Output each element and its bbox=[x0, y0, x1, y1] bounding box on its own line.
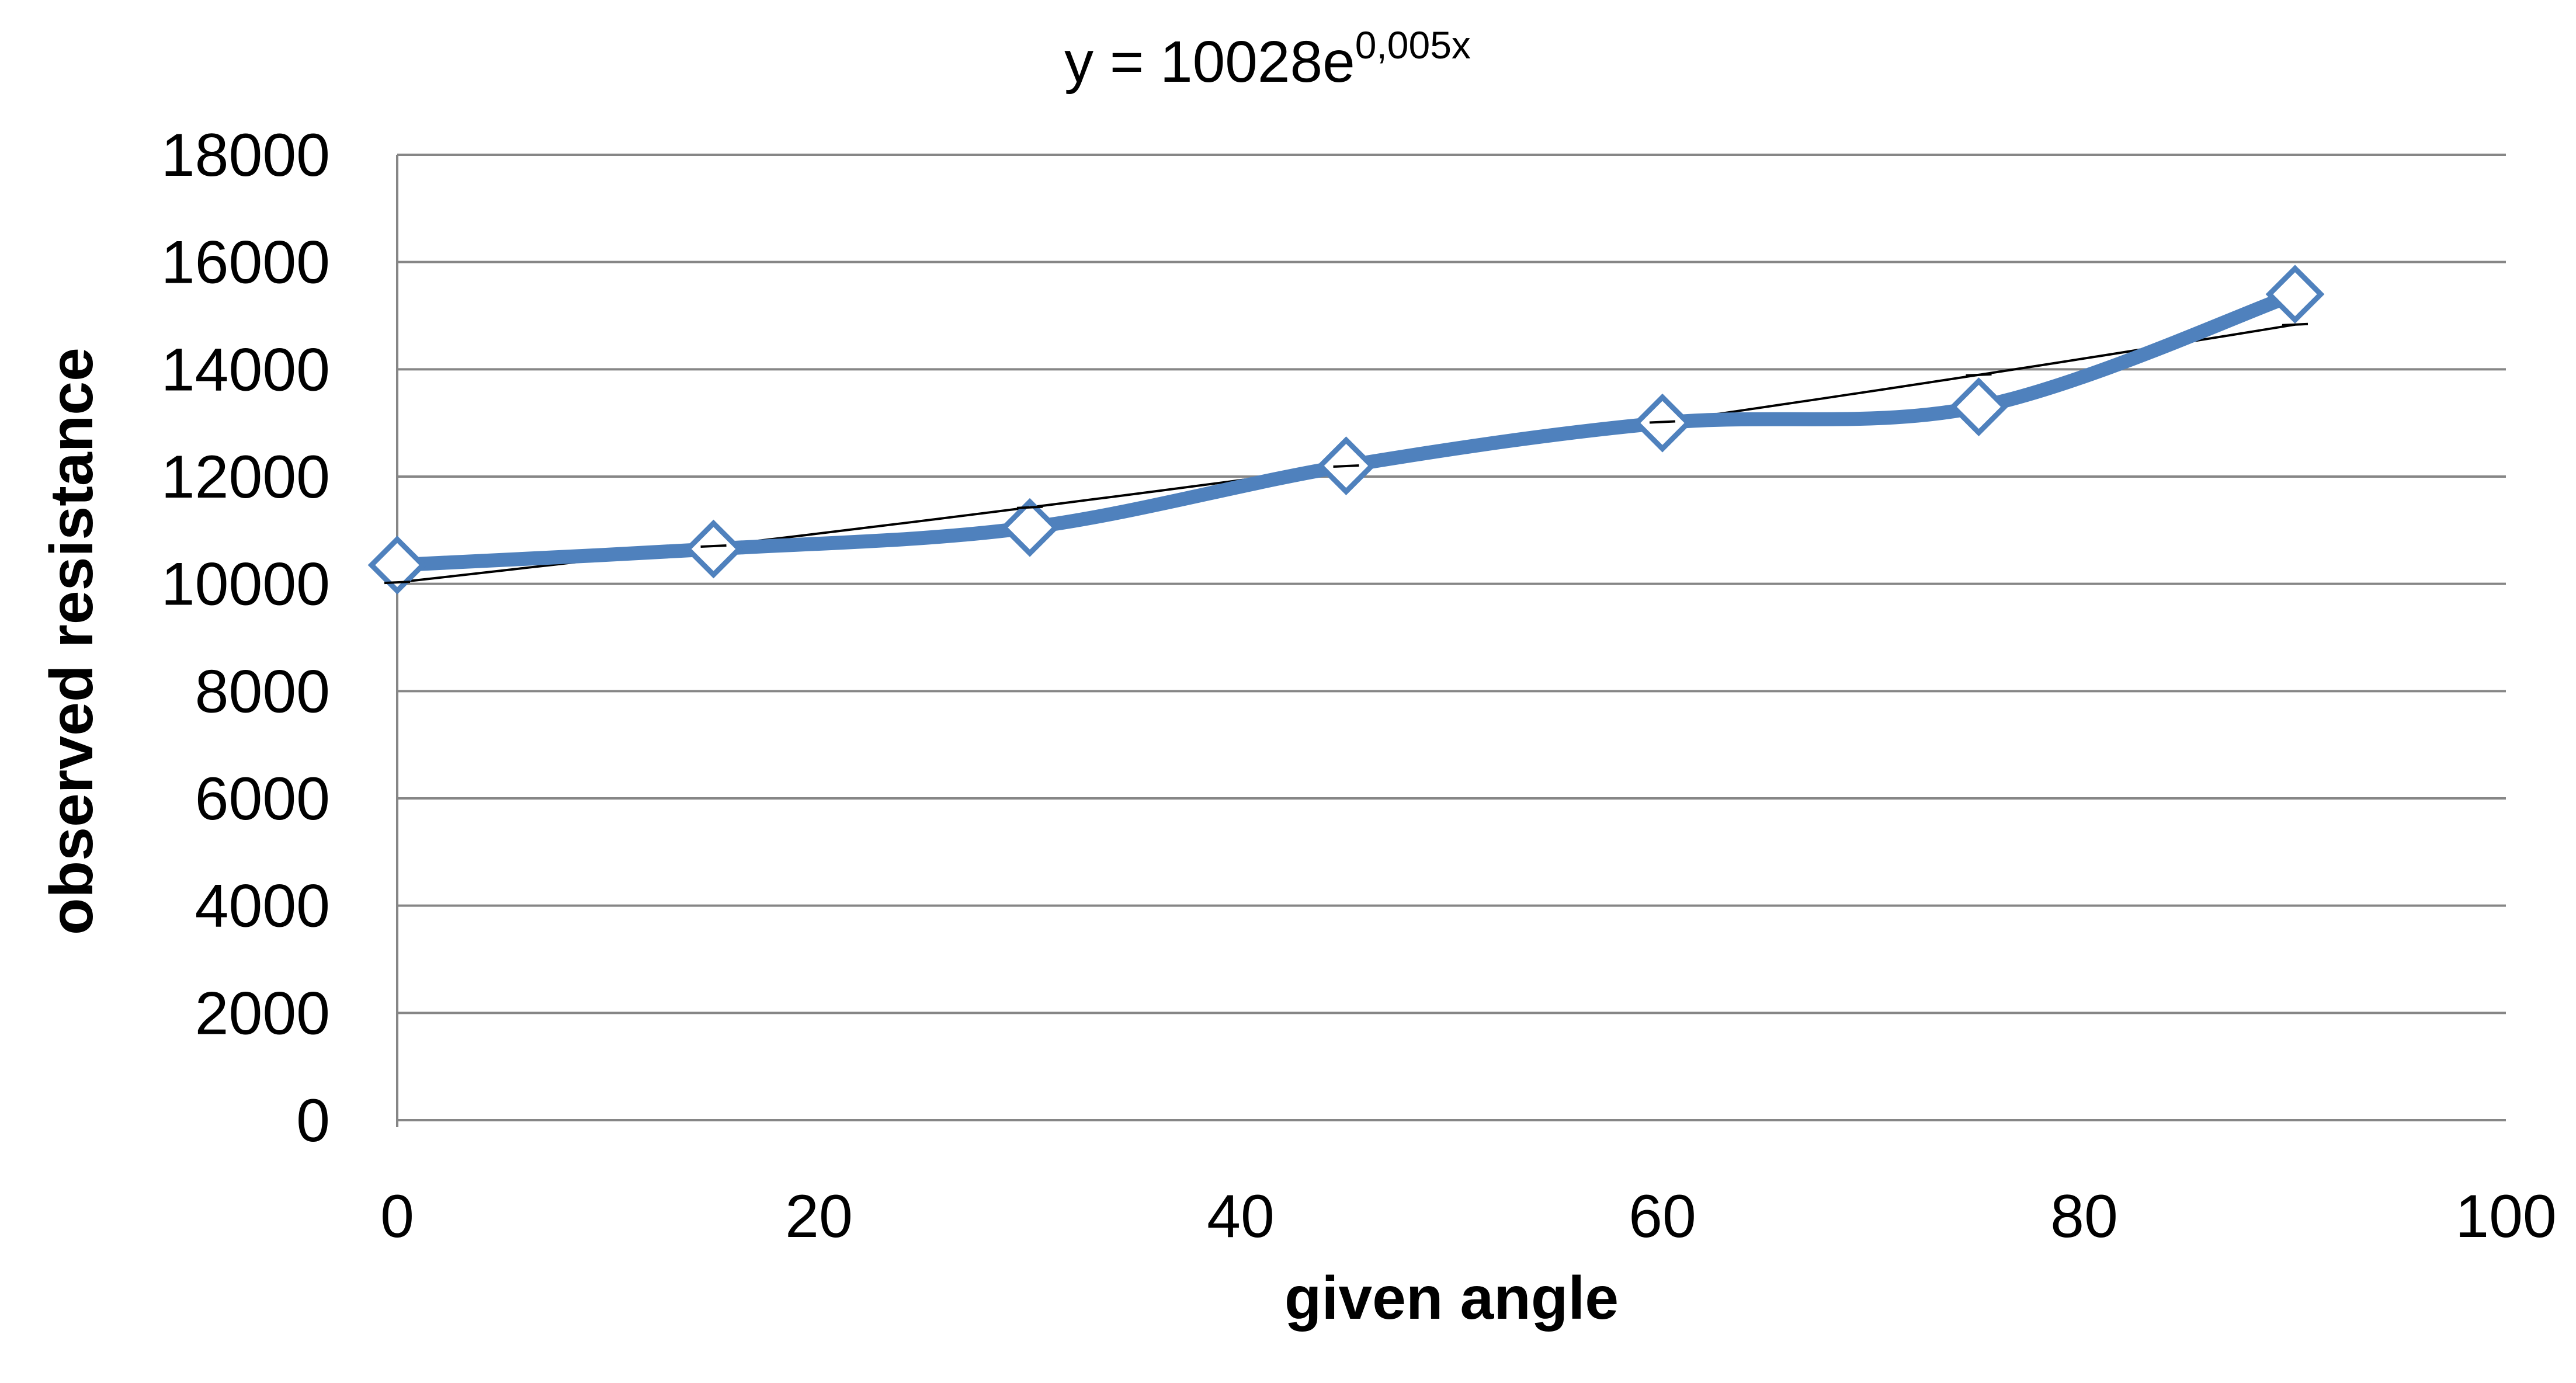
x-tick-label: 20 bbox=[785, 1183, 853, 1250]
data-point-marker bbox=[2265, 265, 2325, 324]
x-tick-label: 40 bbox=[1207, 1183, 1275, 1250]
data-markers bbox=[367, 265, 2325, 595]
x-tick-label: 60 bbox=[1629, 1183, 1696, 1250]
data-point-marker bbox=[1949, 377, 2008, 436]
y-axis-title: observed resistance bbox=[38, 348, 106, 935]
equation-base: y = 10028e bbox=[1064, 29, 1355, 95]
y-tick-label: 2000 bbox=[195, 979, 330, 1047]
y-tick-label: 18000 bbox=[161, 121, 330, 189]
trendline-segment bbox=[700, 544, 727, 548]
x-tick-label: 100 bbox=[2455, 1183, 2557, 1250]
data-point-marker bbox=[684, 519, 743, 579]
trendline-segment bbox=[1016, 505, 1043, 509]
equation-exponent: 0,005x bbox=[1355, 23, 1471, 67]
axes bbox=[396, 155, 2506, 1127]
y-tick-label: 12000 bbox=[161, 443, 330, 511]
x-tick-label: 0 bbox=[380, 1183, 414, 1250]
trendline-equation: y = 10028e0,005x bbox=[1064, 23, 1471, 95]
y-tick-label: 16000 bbox=[161, 229, 330, 297]
y-tick-label: 10000 bbox=[161, 551, 330, 618]
trendline-segment bbox=[384, 581, 411, 585]
x-tick-label: 80 bbox=[2050, 1183, 2118, 1250]
y-tick-label: 0 bbox=[296, 1087, 330, 1155]
y-tick-label: 4000 bbox=[195, 873, 330, 940]
trendline-segment bbox=[1649, 420, 1676, 424]
x-axis-title: given angle bbox=[1284, 1264, 1619, 1332]
tick-labels: 0 2000 4000 6000 8000 10000 12000 14000 16000 180… bbox=[161, 121, 2557, 1250]
y-tick-label: 14000 bbox=[161, 336, 330, 404]
trendline-segment bbox=[1333, 464, 1359, 468]
series-line bbox=[390, 287, 2302, 572]
gridlines bbox=[397, 154, 2506, 1014]
data-point-marker bbox=[367, 536, 427, 595]
trendline-segment bbox=[2282, 322, 2308, 326]
data-point-marker bbox=[1000, 498, 1060, 557]
y-tick-label: 8000 bbox=[195, 658, 330, 725]
series-path bbox=[390, 287, 2302, 572]
y-tick-label: 6000 bbox=[195, 765, 330, 833]
trendline-segment bbox=[1966, 373, 1992, 377]
